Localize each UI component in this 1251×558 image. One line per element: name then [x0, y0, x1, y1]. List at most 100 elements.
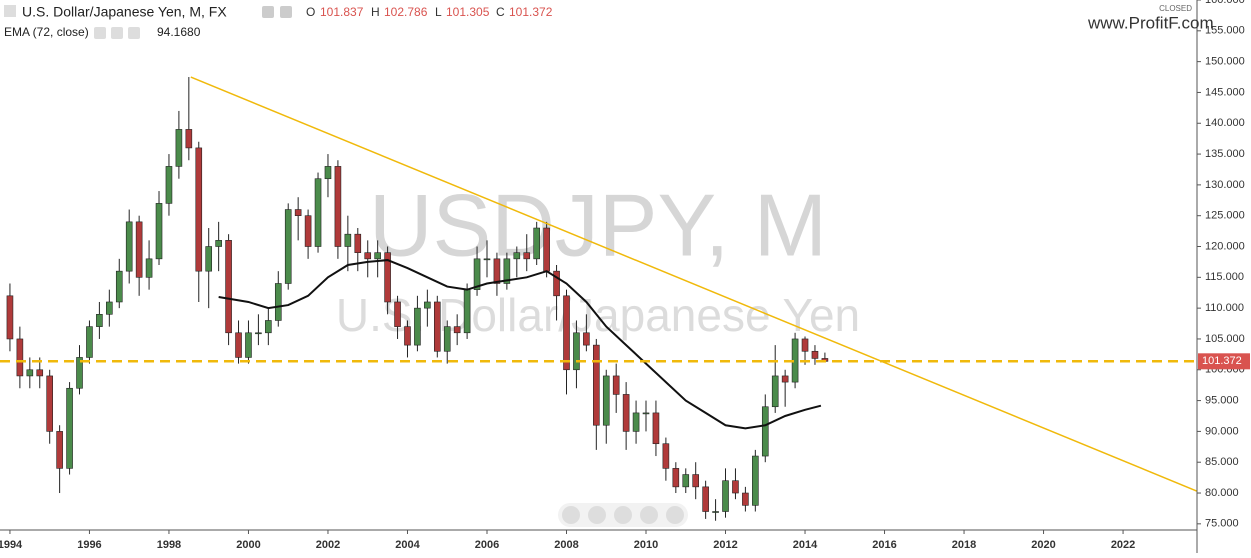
candle-body: [473, 258, 481, 290]
candle-body: [563, 295, 570, 371]
candle-body: [245, 332, 252, 358]
candle-body: [781, 375, 789, 383]
candle-body: [294, 209, 302, 216]
candle-body: [135, 221, 143, 278]
candle-body: [404, 326, 411, 346]
candle-body: [752, 455, 759, 506]
ohlc-value: 101.372: [509, 5, 553, 19]
candle-body: [96, 314, 103, 327]
ema-legend: EMA (72, close): [4, 25, 89, 39]
candle-body: [195, 147, 203, 272]
candle-body: [414, 307, 421, 346]
ema-line: [218, 259, 822, 430]
eye-button[interactable]: [94, 27, 106, 39]
y-tick-label: 140.000: [1205, 117, 1245, 129]
x-tick-label: 1994: [0, 539, 23, 551]
candle-body: [314, 178, 322, 247]
candle-body: [722, 480, 729, 512]
x-tick-label: 1996: [77, 539, 101, 551]
x-tick-label: 2004: [395, 539, 420, 551]
close-button[interactable]: [128, 27, 140, 39]
candle-body: [215, 240, 222, 247]
candle-body: [583, 332, 590, 346]
ohlc-key: H: [371, 5, 380, 19]
candle-body: [324, 166, 332, 180]
candle-body: [593, 344, 600, 426]
y-tick-label: 75.000: [1205, 518, 1239, 530]
eye-button[interactable]: [262, 6, 274, 18]
ohlc-value: 101.305: [446, 5, 490, 19]
candle-body: [36, 369, 44, 377]
candle-body: [304, 215, 312, 247]
x-tick-label: 2016: [872, 539, 896, 551]
candle-body: [742, 492, 749, 506]
y-tick-label: 130.000: [1205, 179, 1245, 191]
reset-button[interactable]: [614, 506, 632, 524]
candle-body: [493, 258, 501, 284]
ema-value: 94.1680: [157, 25, 201, 39]
x-tick-label: 2020: [1031, 539, 1055, 551]
candle-body: [712, 511, 719, 513]
candle-body: [682, 474, 690, 488]
candle-body: [672, 468, 680, 488]
candle-body: [26, 369, 34, 377]
y-tick-label: 155.000: [1205, 25, 1245, 37]
candle-body: [255, 332, 262, 335]
candle-body: [76, 357, 83, 389]
candle-body: [652, 412, 660, 445]
y-tick-label: 115.000: [1205, 271, 1244, 283]
x-tick-label: 2000: [236, 539, 260, 551]
zoom-out-button[interactable]: [588, 506, 606, 524]
y-tick-label: 95.000: [1205, 394, 1239, 406]
watermark: USDJPY, M: [369, 175, 827, 274]
symbol-icon: [4, 5, 16, 17]
candle-body: [642, 412, 650, 415]
ohlc-value: 101.837: [320, 5, 364, 19]
y-tick-label: 110.000: [1205, 302, 1244, 314]
x-tick-label: 2006: [475, 539, 499, 551]
candle-body: [344, 233, 352, 247]
candle-body: [523, 252, 531, 260]
candle-body: [384, 252, 391, 303]
candle-body: [115, 270, 123, 303]
candle-body: [811, 350, 819, 359]
candle-body: [662, 443, 670, 469]
candle-body: [553, 270, 560, 297]
settings-button[interactable]: [111, 27, 123, 39]
candle-body: [692, 474, 699, 488]
candle-body: [66, 387, 73, 469]
scroll-left-button[interactable]: [562, 506, 580, 524]
candle-body: [453, 326, 461, 334]
candle-body: [145, 258, 153, 278]
candle-body: [106, 301, 113, 315]
navigation: [558, 503, 688, 527]
candle-body: [632, 412, 640, 432]
y-tick-label: 135.000: [1205, 148, 1245, 160]
candle-body: [543, 227, 550, 272]
ohlc-key: L: [435, 5, 442, 19]
header: U.S. Dollar/Japanese Yen, M, FX O 101.83…: [4, 4, 1214, 39]
candle-body: [533, 227, 540, 260]
candle-body: [334, 166, 342, 247]
candle-body: [165, 166, 173, 204]
candle-body: [364, 252, 372, 260]
candle-body: [503, 258, 511, 284]
scroll-right-button[interactable]: [666, 506, 684, 524]
zoom-in-button[interactable]: [640, 506, 658, 524]
candle-body: [354, 233, 362, 253]
y-tick-label: 105.000: [1205, 333, 1245, 345]
price-label-box: [1198, 353, 1250, 370]
candle-body: [732, 480, 739, 494]
trendline: [190, 76, 1197, 492]
y-tick-label: 80.000: [1205, 487, 1239, 499]
candle-body: [175, 129, 183, 167]
ohlc-key: O: [306, 5, 315, 19]
candle-body: [424, 301, 431, 309]
settings-button[interactable]: [280, 6, 292, 18]
candle-body: [284, 209, 292, 284]
candle-body: [16, 338, 24, 377]
x-tick-label: 2002: [316, 539, 340, 551]
candle-body: [513, 252, 521, 260]
candle-body: [801, 338, 809, 352]
